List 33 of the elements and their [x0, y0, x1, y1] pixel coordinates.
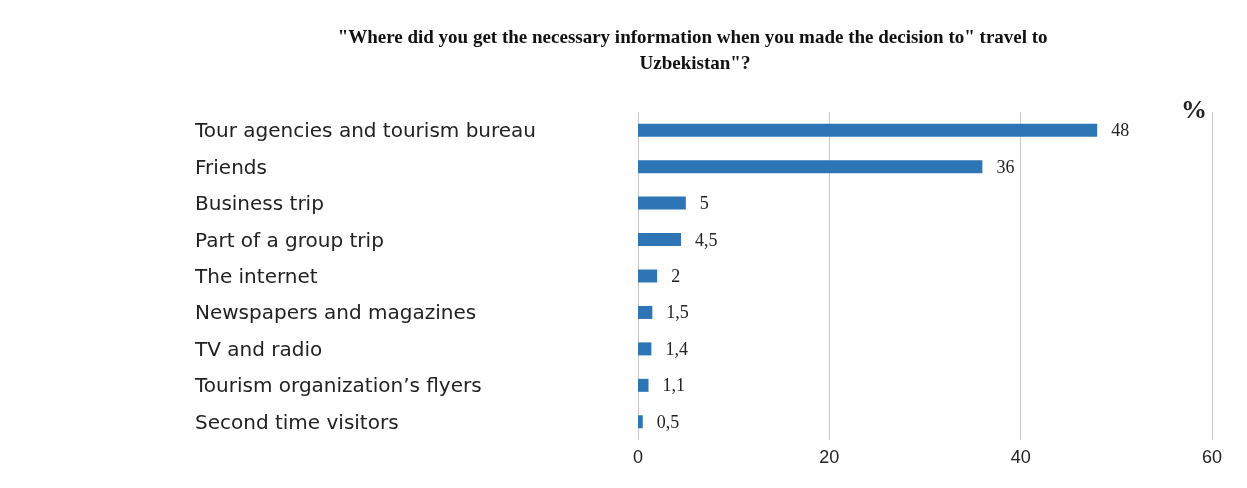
bar: [638, 269, 658, 283]
y-tick-label: Tour agencies and tourism bureau: [194, 118, 537, 143]
data-label: 1,4: [665, 338, 688, 359]
x-tick-label: 20: [819, 447, 840, 467]
data-label: 4,5: [695, 229, 718, 250]
bar: [638, 233, 682, 247]
x-tick-label: 0: [632, 447, 644, 467]
bar: [638, 196, 686, 210]
y-tick-label: Newspapers and magazines: [195, 300, 477, 325]
y-tick-label: Friends: [195, 154, 267, 179]
data-label: 36: [996, 156, 1015, 177]
y-tick-label: TV and radio: [194, 336, 323, 361]
x-axis-title: %: [1181, 94, 1207, 124]
data-label: 2: [671, 266, 681, 286]
data-label: 0,5: [656, 411, 680, 432]
data-label: 1,1: [662, 375, 686, 396]
bar: [638, 160, 983, 174]
y-tick-label: The internet: [194, 264, 318, 288]
x-tick-label: 40: [1010, 447, 1031, 467]
y-tick-label: Part of a group trip: [195, 227, 384, 252]
y-tick-label: Business trip: [195, 191, 324, 216]
data-label: 48: [1111, 120, 1130, 141]
x-tick-label: 60: [1201, 447, 1223, 467]
bar: [638, 342, 652, 356]
bar: [638, 123, 1098, 137]
bar: [638, 305, 653, 319]
bar: [638, 415, 643, 429]
data-label: 1,5: [666, 302, 689, 323]
chart-title: "Where did you get the necessary information when you made the decision to" travel to Uzbekistan"?: [337, 25, 1053, 73]
data-label: 5: [699, 193, 709, 214]
y-tick-label: Second time visitors: [195, 409, 399, 434]
y-tick-label: Tourism organization’s flyers: [194, 373, 482, 398]
bar: [638, 378, 649, 392]
